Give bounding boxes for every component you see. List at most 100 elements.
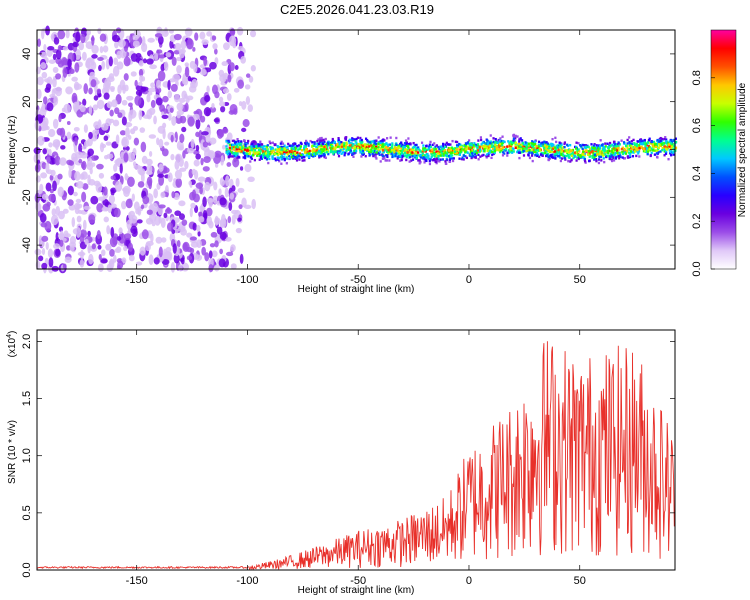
spectrogram-cell: [536, 147, 539, 150]
spectrogram-cell: [451, 159, 455, 163]
spectrogram-cell: [310, 154, 313, 157]
spectrogram-cell: [241, 127, 247, 133]
spectrogram-cell: [118, 227, 123, 235]
spectrogram-cell: [179, 167, 187, 172]
spectrogram-cell: [591, 156, 594, 159]
spectrogram-cell: [381, 157, 384, 160]
spectrogram-cell: [55, 248, 61, 257]
spectrogram-cell: [76, 180, 84, 189]
spectrogram-cell: [627, 151, 631, 154]
spectrogram-cell: [558, 147, 562, 150]
spectrogram-cell: [281, 142, 285, 145]
spectrogram-cell: [472, 146, 475, 149]
spectrogram-cell: [465, 147, 469, 150]
spectrogram-cell: [545, 145, 549, 148]
spectrogram-cell: [161, 148, 169, 157]
spectrogram-cell: [315, 145, 318, 149]
spectrogram-cell: [277, 145, 280, 149]
spectrogram-cell: [203, 156, 211, 164]
spectrogram-cell: [383, 157, 386, 160]
spectrogram-cell: [240, 150, 243, 153]
spectrogram-cell: [140, 204, 145, 210]
spectrogram-cell: [544, 149, 547, 153]
spectrogram-cell: [135, 208, 140, 215]
spectrogram-cell: [396, 152, 400, 155]
spectrogram-cell: [98, 64, 102, 72]
spectrogram-cell: [339, 149, 342, 153]
spectrogram-cell: [606, 154, 609, 158]
spectrogram-cell: [429, 158, 432, 161]
spectrogram-cell: [302, 146, 306, 150]
spectrogram-cell: [638, 155, 641, 158]
spectrogram-cell: [158, 246, 163, 258]
spectrogram-cell: [352, 155, 355, 158]
spectrogram-cell: [153, 188, 158, 199]
spectrogram-cell: [518, 145, 521, 149]
colorbar-tick-label: 0.8: [691, 70, 703, 85]
spectrogram-cell: [376, 142, 379, 145]
spectrogram-cell: [665, 147, 668, 151]
spectrogram-cell: [622, 152, 625, 156]
spectrogram-cell: [436, 152, 439, 155]
spectrogram-cell: [280, 150, 283, 154]
spectrogram-cell: [271, 148, 274, 152]
spectrogram-cell: [656, 138, 659, 142]
spectrogram-cell: [626, 147, 629, 150]
spectrogram-cell: [249, 160, 252, 163]
spectrogram-cell: [252, 151, 255, 154]
spectrogram-cell: [418, 149, 421, 152]
spectrogram-cell: [581, 156, 584, 159]
spectrogram-cell: [146, 209, 153, 215]
spectrogram-cell: [253, 145, 256, 148]
spectrogram-cell: [161, 114, 169, 119]
spectrogram-cell: [440, 150, 444, 153]
spectrogram-cell: [662, 143, 665, 146]
spectrogram-cell: [119, 130, 127, 136]
spectrogram-cell: [249, 30, 257, 38]
spectrogram-cell: [293, 150, 296, 154]
spectrogram-cell: [481, 144, 484, 148]
spectrogram-cell: [528, 151, 531, 154]
spectrogram-cell: [131, 193, 135, 202]
spectrogram-cell: [431, 143, 434, 147]
spectrogram-cell: [385, 159, 388, 162]
spectrogram-cell: [503, 140, 506, 144]
snr-x-tick-label: 50: [574, 575, 586, 587]
spectrogram-cell: [110, 189, 115, 196]
spectrogram-cell: [278, 152, 281, 155]
spectrogram-cell: [124, 173, 129, 181]
spectrogram-cell: [652, 149, 655, 152]
spectrogram-cell: [321, 142, 324, 146]
spectrogram-cell: [274, 157, 277, 160]
spectrogram-cell: [555, 145, 558, 149]
spectrogram-cell: [275, 152, 279, 155]
spectrogram-cell: [276, 148, 279, 151]
spectrogram-cell: [528, 156, 532, 160]
spectrogram-cell: [274, 148, 278, 151]
spectrogram-cell: [163, 212, 168, 219]
spectrogram-cell: [129, 33, 133, 45]
spectrogram-cell: [86, 29, 92, 36]
spectrogram-cell: [524, 143, 527, 146]
spectrogram-cell: [622, 141, 626, 144]
spectrogram-cell: [602, 154, 605, 157]
spectrogram-cell: [204, 252, 210, 262]
spectrogram-cell: [613, 147, 616, 150]
spectrogram-cell: [297, 144, 301, 147]
spectrogram-cell: [325, 146, 328, 149]
spectrogram-cell: [148, 107, 156, 116]
spectrogram-cell: [653, 149, 656, 152]
spectrogram-cell: [508, 142, 511, 145]
spectrogram-cell: [195, 153, 201, 160]
spectrogram-cell: [339, 143, 342, 146]
spectrogram-cell: [644, 142, 647, 145]
spectrogram-cell: [447, 146, 450, 150]
spectrogram-cell: [596, 153, 599, 156]
spectrogram-cell: [519, 148, 522, 151]
spectrogram-cell: [332, 150, 335, 153]
spectrogram-cell: [195, 182, 204, 189]
spectrogram-cell: [422, 154, 425, 157]
spectrogram-cell: [485, 142, 488, 145]
spectrogram-cell: [246, 142, 249, 145]
spectrogram-cell: [226, 152, 229, 156]
